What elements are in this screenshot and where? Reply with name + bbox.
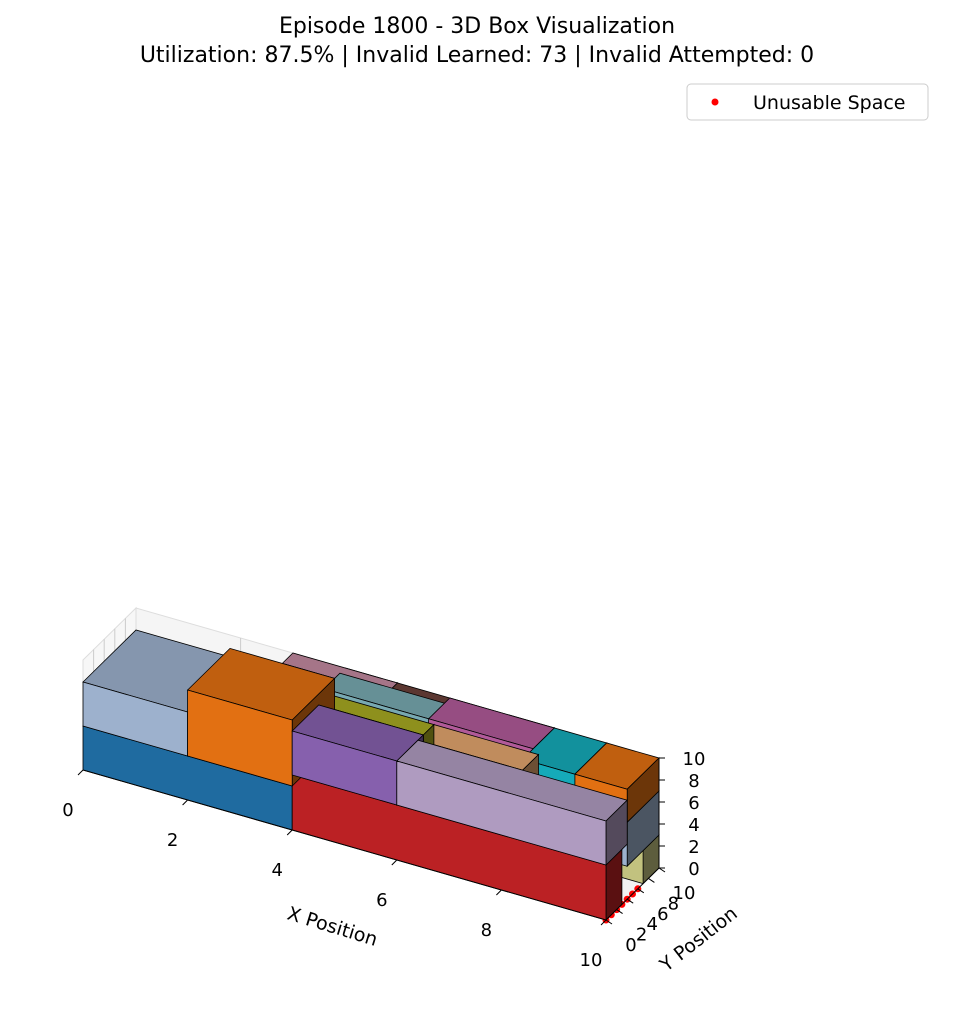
y-tick-mark <box>648 877 655 883</box>
box-front-face <box>396 760 607 866</box>
chart-subtitle: Utilization: 87.5% | Invalid Learned: 73… <box>140 43 814 68</box>
y-tick-label: 4 <box>646 914 657 935</box>
y-tick-mark <box>626 898 634 904</box>
z-tick-label: 4 <box>688 815 699 836</box>
z-tick-label: 6 <box>688 793 699 814</box>
legend-frame <box>686 83 929 121</box>
x-tick-mark <box>391 859 398 866</box>
y-tick-mark <box>637 888 645 894</box>
y-tick-mark <box>658 867 666 873</box>
y-tick-label: 0 <box>625 935 636 956</box>
x-tick-label: 2 <box>167 830 178 851</box>
legend-label: Unusable Space <box>753 92 906 114</box>
y-tick-label: 8 <box>668 893 679 914</box>
x-axis-label: X Position <box>285 903 380 951</box>
box-layer <box>82 629 660 921</box>
chart-title: Episode 1800 - 3D Box Visualization <box>279 14 675 39</box>
y-tick-label: 2 <box>636 925 647 946</box>
y-tick-label: 6 <box>657 904 668 925</box>
y-tick-mark <box>616 909 623 915</box>
y-axis-line <box>605 867 660 921</box>
box <box>396 739 628 866</box>
x-tick-mark <box>77 769 84 776</box>
y-tick-label: 10 <box>673 883 696 904</box>
x-axis-line <box>82 769 607 921</box>
box-front-face <box>187 689 293 787</box>
z-tick-label: 8 <box>688 771 699 792</box>
y-tick-mark <box>605 919 613 925</box>
x-tick-mark <box>182 799 188 806</box>
x-tick-label: 6 <box>376 890 387 911</box>
x-tick-mark <box>600 919 607 926</box>
z-tick-label: 0 <box>688 859 699 880</box>
z-tick-label: 10 <box>683 749 706 770</box>
chart-legend: Unusable Space <box>686 83 929 121</box>
z-tick-label: 2 <box>688 837 699 858</box>
x-tick-label: 10 <box>580 950 603 971</box>
legend-marker <box>711 98 719 106</box>
x-tick-mark <box>286 829 293 836</box>
x-tick-label: 8 <box>481 920 492 941</box>
x-tick-label: 0 <box>62 800 73 821</box>
x-tick-mark <box>496 889 502 896</box>
x-tick-label: 4 <box>271 860 282 881</box>
